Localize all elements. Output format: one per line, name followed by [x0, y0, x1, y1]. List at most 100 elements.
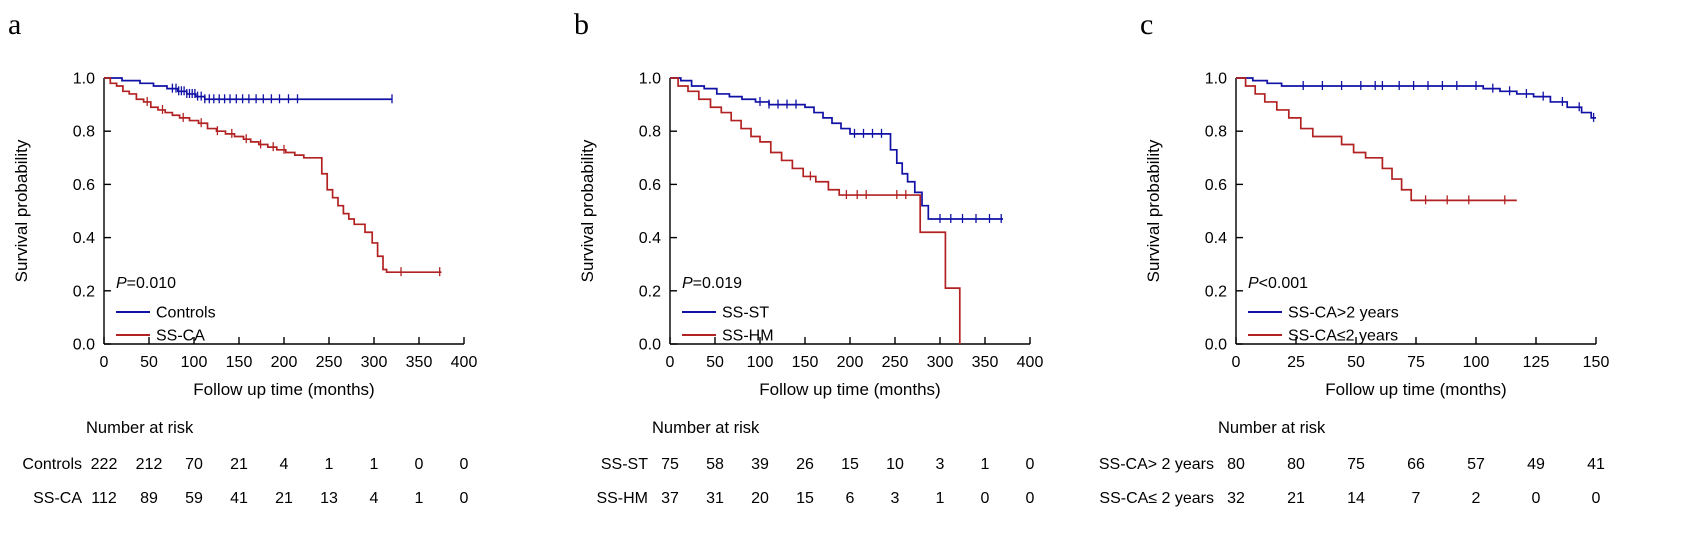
- risk-count: 59: [185, 490, 203, 507]
- risk-count: 15: [841, 456, 859, 473]
- x-tick-label: 250: [882, 354, 909, 371]
- risk-count: 0: [1026, 456, 1035, 473]
- risk-table-row-SS-ST: SS-ST 75 58 39 26 15 10 3 1 0: [601, 456, 1035, 473]
- km-step-line: [104, 77, 442, 274]
- y-tick-label: 0.0: [1205, 337, 1227, 354]
- x-tick-label: 0: [100, 354, 109, 371]
- x-tick-label: 250: [316, 354, 343, 371]
- risk-table-title: Number at risk: [652, 419, 760, 437]
- risk-count: 1: [981, 456, 990, 473]
- survival-curve-SS-HM: [670, 77, 961, 344]
- legend-label-SS-CA>2 years: SS-CA>2 years: [1288, 305, 1399, 322]
- risk-table-row-SS-HM: SS-HM 37 31 20 15 6 3 1 0 0: [596, 490, 1034, 507]
- risk-count: 1: [370, 456, 379, 473]
- risk-count: 75: [661, 456, 679, 473]
- x-tick-label: 350: [406, 354, 433, 371]
- x-tick-label: 125: [1523, 354, 1550, 371]
- p-value-label: P<0.001: [1248, 275, 1308, 292]
- risk-count: 80: [1287, 456, 1305, 473]
- risk-count: 13: [320, 490, 338, 507]
- risk-count: 0: [1532, 490, 1541, 507]
- y-tick-label: 0.2: [73, 283, 95, 300]
- y-axis-ticks: 0.0 0.2 0.4 0.6 0.8 1.0: [639, 71, 677, 354]
- survival-curve-SS-CA≤2 years: [1236, 77, 1517, 205]
- risk-table-row-SS-CA> 2 years: SS-CA> 2 years 80 80 75 66 57 49 41: [1099, 456, 1605, 473]
- legend-label-SS-HM: SS-HM: [722, 328, 774, 345]
- y-axis-ticks: 0.0 0.2 0.4 0.6 0.8 1.0: [1205, 71, 1243, 354]
- y-axis-ticks: 0.0 0.2 0.4 0.6 0.8 1.0: [73, 71, 111, 354]
- risk-count: 1: [415, 490, 424, 507]
- risk-count: 222: [91, 456, 118, 473]
- risk-table-row-Controls: Controls 222 212 70 21 4 1 1 0 0: [22, 456, 468, 473]
- x-tick-label: 150: [792, 354, 819, 371]
- risk-count: 0: [415, 456, 424, 473]
- y-tick-label: 0.8: [73, 124, 95, 141]
- risk-row-name: SS-HM: [596, 490, 648, 507]
- survival-plot-a: a0.00.20.40.60.81.00 50 100 150 200 250 300 350…: [8, 8, 478, 507]
- risk-row-name: Controls: [22, 456, 82, 473]
- panel-b: b 0.0 0.2 0.4 0.6 0.8 1.0 0 50 100 150 200 250 300 350…: [566, 0, 1132, 546]
- risk-count: 32: [1227, 490, 1245, 507]
- x-axis-label: Follow up time (months): [193, 380, 374, 399]
- y-tick-label: 0.4: [1205, 230, 1227, 247]
- legend-label-SS-CA≤2 years: SS-CA≤2 years: [1288, 328, 1398, 345]
- x-tick-label: 100: [1463, 354, 1490, 371]
- legend: SS-CA>2 years SS-CA≤2 years: [1248, 305, 1399, 345]
- risk-table-title: Number at risk: [86, 419, 194, 437]
- risk-count: 0: [1592, 490, 1601, 507]
- risk-table-row-SS-CA: SS-CA 112 89 59 41 21 13 4 1 0: [33, 490, 468, 507]
- x-tick-label: 0: [1232, 354, 1241, 371]
- panel-letter: b: [574, 8, 589, 41]
- x-tick-label: 300: [361, 354, 388, 371]
- x-tick-label: 400: [1017, 354, 1044, 371]
- risk-count: 80: [1227, 456, 1245, 473]
- panel-a: a 0.0 0.2 0.4 0.6 0.8 1.0 0 50 100 150 200 250 300 350…: [0, 0, 566, 546]
- survival-curve-Controls: [104, 77, 393, 104]
- legend: SS-ST SS-HM: [682, 305, 774, 345]
- y-axis-label: Survival probability: [12, 139, 31, 282]
- risk-count: 4: [280, 456, 289, 473]
- risk-row-name: SS-CA≤ 2 years: [1099, 490, 1214, 507]
- y-tick-label: 0.6: [1205, 177, 1227, 194]
- x-tick-label: 200: [271, 354, 298, 371]
- risk-row-name: SS-CA> 2 years: [1099, 456, 1214, 473]
- risk-count: 7: [1412, 490, 1421, 507]
- x-tick-label: 50: [140, 354, 158, 371]
- x-axis-label: Follow up time (months): [1325, 380, 1506, 399]
- risk-count: 31: [706, 490, 724, 507]
- risk-count: 0: [460, 456, 469, 473]
- risk-count: 4: [370, 490, 379, 507]
- y-tick-label: 0.8: [639, 124, 661, 141]
- risk-count: 6: [846, 490, 855, 507]
- p-value-label: P=0.010: [116, 275, 176, 292]
- y-tick-label: 0.6: [73, 177, 95, 194]
- x-tick-label: 150: [1583, 354, 1610, 371]
- risk-table: Number at risk SS-CA> 2 years 80 80 75 66 57 49…: [1099, 419, 1605, 507]
- x-tick-label: 100: [181, 354, 208, 371]
- y-tick-label: 0.4: [639, 230, 661, 247]
- y-tick-label: 0.0: [73, 337, 95, 354]
- legend-label-Controls: Controls: [156, 305, 216, 322]
- risk-count: 1: [325, 456, 334, 473]
- risk-count: 20: [751, 490, 769, 507]
- x-tick-label: 300: [927, 354, 954, 371]
- risk-table-title: Number at risk: [1218, 419, 1326, 437]
- y-tick-label: 0.0: [639, 337, 661, 354]
- risk-count: 39: [751, 456, 769, 473]
- risk-count: 0: [460, 490, 469, 507]
- km-step-line: [104, 77, 392, 101]
- x-axis-ticks: 0 25 50 75 100 125 150: [1232, 337, 1610, 371]
- x-tick-label: 400: [451, 354, 478, 371]
- y-tick-label: 0.6: [639, 177, 661, 194]
- risk-count: 57: [1467, 456, 1485, 473]
- survival-plot-b: b0.00.20.40.60.81.00 50 100 150 200 250 300 350…: [574, 8, 1044, 507]
- risk-count: 21: [230, 456, 248, 473]
- y-axis-label: Survival probability: [1144, 139, 1163, 282]
- risk-count: 3: [936, 456, 945, 473]
- risk-row-name: SS-ST: [601, 456, 648, 473]
- x-tick-label: 200: [837, 354, 864, 371]
- risk-count: 75: [1347, 456, 1365, 473]
- risk-count: 26: [796, 456, 814, 473]
- y-tick-label: 1.0: [73, 71, 95, 88]
